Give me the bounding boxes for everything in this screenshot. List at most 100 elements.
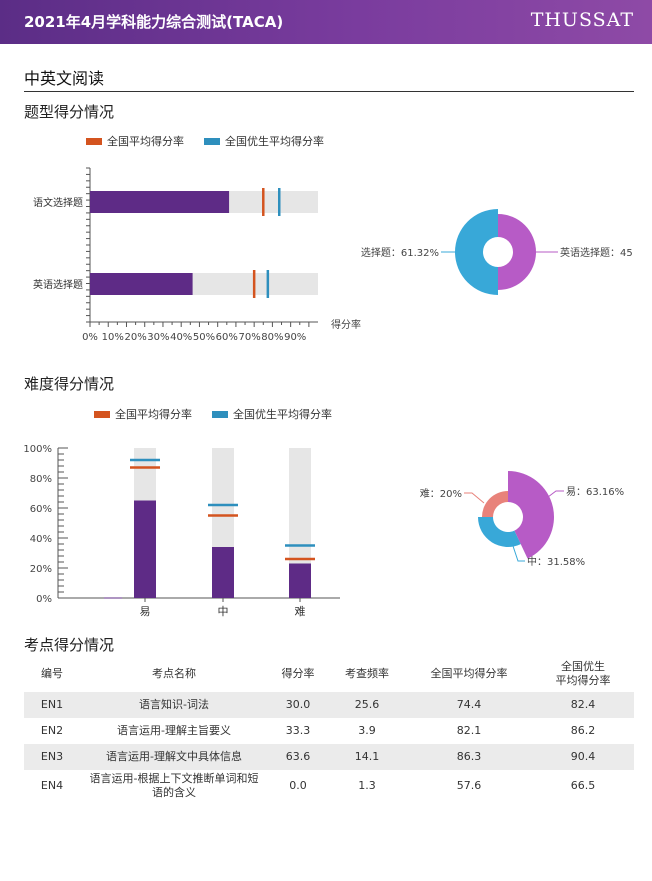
pie-label-right: 英语选择题：45	[560, 246, 633, 259]
legend-label: 全国优生平均得分率	[225, 135, 324, 148]
section-title-difficulty: 难度得分情况	[24, 375, 115, 393]
y-tick-label: 20%	[30, 564, 52, 575]
pie-label-easy: 易：63.16%	[566, 486, 624, 498]
col-header-national-excellent: 全国优生 平均得分率	[555, 660, 611, 687]
table-row: EN4 语言运用-根据上下文推断单词和短语的含义 0.0 1.3 57.6 66…	[24, 770, 634, 802]
cell-score: 30.0	[285, 698, 311, 711]
x-tick-label: 50%	[193, 332, 215, 343]
difficulty-pie-chart: 易：63.16% 中：31.58% 难：20%	[420, 471, 624, 568]
cell-national-excellent: 66.5	[570, 779, 596, 792]
score-bar	[212, 547, 234, 598]
table-row: EN2 语言运用-理解主旨要义 33.3 3.9 82.1 86.2	[24, 718, 634, 744]
category-label: 英语选择题	[33, 278, 83, 291]
legend-label: 全国优生平均得分率	[233, 408, 332, 421]
legend-difficulty: 全国平均得分率 全国优生平均得分率	[94, 406, 352, 422]
category-label: 难	[295, 605, 306, 618]
cell-name: 语言运用-根据上下文推断单词和短语的含义	[89, 772, 259, 799]
x-tick-label: 40%	[170, 332, 192, 343]
x-tick-label: 30%	[147, 332, 169, 343]
report-title: 2021年4月学科能力综合测试(TACA)	[24, 13, 284, 31]
cell-id: EN2	[40, 724, 64, 737]
x-tick-label: 10%	[102, 332, 124, 343]
x-tick-label: 20%	[124, 332, 146, 343]
legend-swatch-blue	[212, 410, 228, 418]
x-axis-label: 得分率	[331, 318, 361, 331]
score-bar	[134, 500, 156, 598]
pie-slice-hard	[482, 491, 508, 517]
type-score-bar-chart: 0% 10% 20% 30% 40% 50% 60% 70% 80% 90% 得分率 语文选择题英语选…	[33, 167, 361, 343]
category-label: 语文选择题	[33, 196, 83, 209]
brand-logo: THUSSAT	[530, 9, 634, 31]
type-score-pie-chart: 选择题：61.32% 英语选择题：45	[361, 209, 633, 295]
cell-id: EN4	[40, 779, 64, 792]
pie-label-left: 选择题：61.32%	[361, 246, 439, 259]
section-title-type: 题型得分情况	[24, 103, 115, 121]
cell-frequency: 14.1	[354, 750, 380, 763]
cell-national-avg: 86.3	[456, 750, 482, 763]
legend-swatch-orange	[94, 410, 110, 418]
legend-item-national-excellent: 全国优生平均得分率	[204, 133, 324, 149]
category-label: 易	[140, 605, 151, 618]
legend-item-national-excellent: 全国优生平均得分率	[212, 406, 332, 422]
col-header-frequency: 考查频率	[345, 667, 389, 680]
pie-leader-line	[464, 492, 485, 504]
score-bar	[90, 273, 193, 295]
cell-id: EN1	[40, 698, 64, 711]
pie-label-hard: 难：20%	[420, 488, 462, 500]
y-tick-label: 0%	[36, 594, 52, 605]
pie-slice-chinese	[455, 209, 498, 295]
col-header-name: 考点名称	[152, 667, 196, 680]
title-divider	[24, 91, 634, 92]
y-tick-label: 60%	[30, 504, 52, 515]
legend-swatch-blue	[204, 137, 220, 145]
pie-label-medium: 中：31.58%	[527, 555, 585, 568]
section-title-points: 考点得分情况	[24, 636, 115, 654]
x-tick-label: 60%	[216, 332, 238, 343]
difficulty-bar-chart: 100% 80% 60% 40% 20% 0% 易 中 难	[23, 444, 340, 618]
table-row: EN3 语言运用-理解文中具体信息 63.6 14.1 86.3 90.4	[24, 744, 634, 770]
cell-national-avg: 82.1	[456, 724, 482, 737]
pie-leader-line	[512, 545, 525, 562]
legend-label: 全国平均得分率	[115, 408, 192, 421]
score-bar	[289, 563, 311, 598]
y-tick-label: 40%	[30, 534, 52, 545]
cell-national-avg: 74.4	[456, 698, 482, 711]
cell-score: 63.6	[285, 750, 311, 763]
cell-national-excellent: 90.4	[570, 750, 596, 763]
bar-track	[289, 448, 311, 598]
legend-type: 全国平均得分率 全国优生平均得分率	[86, 133, 344, 149]
legend-swatch-orange	[86, 137, 102, 145]
col-header-id: 编号	[41, 667, 63, 680]
cell-frequency: 25.6	[354, 698, 380, 711]
legend-item-national-avg: 全国平均得分率	[86, 133, 184, 149]
x-tick-label: 0%	[82, 332, 98, 343]
x-tick-label: 90%	[284, 332, 306, 343]
pie-slice-english	[498, 214, 536, 290]
legend-label: 全国平均得分率	[107, 135, 184, 148]
category-label: 中	[218, 605, 229, 618]
cell-name: 语言运用-理解主旨要义	[117, 724, 231, 737]
page-header: 2021年4月学科能力综合测试(TACA) THUSSAT	[0, 0, 652, 44]
cell-score: 33.3	[285, 724, 311, 737]
x-tick-label: 80%	[261, 332, 283, 343]
table-header-row: 编号 考点名称 得分率 考查频率 全国平均得分率 全国优生 平均得分率	[24, 656, 634, 692]
pie-slice-medium	[478, 517, 521, 547]
x-tick-label: 70%	[238, 332, 260, 343]
points-table: 编号 考点名称 得分率 考查频率 全国平均得分率 全国优生 平均得分率 EN1 …	[24, 656, 634, 802]
score-bar	[90, 191, 230, 213]
cell-national-excellent: 86.2	[570, 724, 596, 737]
cell-frequency: 3.9	[358, 724, 376, 737]
col-header-score: 得分率	[281, 667, 315, 680]
pie-slice-easy	[508, 471, 554, 559]
cell-score: 0.0	[289, 779, 307, 792]
cell-national-excellent: 82.4	[570, 698, 596, 711]
table-row: EN1 语言知识-词法 30.0 25.6 74.4 82.4	[24, 692, 634, 718]
cell-name: 语言知识-词法	[139, 698, 209, 711]
cell-national-avg: 57.6	[456, 779, 482, 792]
cell-id: EN3	[40, 750, 64, 763]
legend-item-national-avg: 全国平均得分率	[94, 406, 192, 422]
subject-title: 中英文阅读	[24, 69, 105, 88]
y-tick-label: 100%	[23, 444, 52, 455]
col-header-national-avg: 全国平均得分率	[430, 667, 508, 680]
y-tick-label: 80%	[30, 474, 52, 485]
